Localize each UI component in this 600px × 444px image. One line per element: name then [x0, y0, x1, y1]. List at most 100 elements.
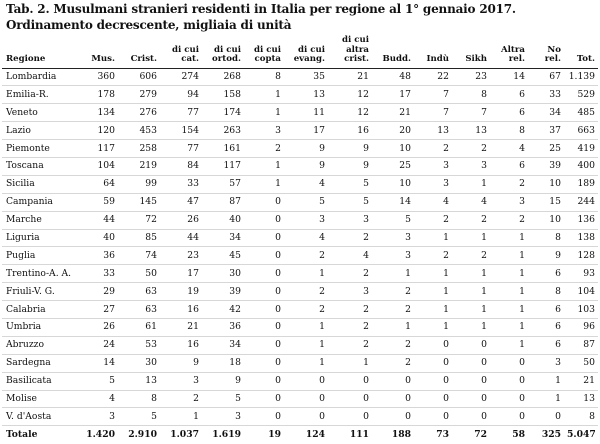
value-cell: 33 — [528, 85, 564, 105]
value-cell: 2 — [284, 282, 328, 302]
value-cell: 5 — [328, 193, 372, 212]
value-cell: 0 — [414, 407, 452, 427]
region-cell: Lazio — [2, 121, 76, 141]
value-cell: 17 — [372, 85, 414, 105]
value-cell: 0 — [244, 193, 284, 212]
value-cell: 0 — [490, 390, 528, 409]
region-cell: Emilia-R. — [2, 85, 76, 105]
value-cell: 63 — [118, 300, 160, 319]
column-header: di cui cat. — [160, 36, 202, 69]
totals-cell: 19 — [244, 425, 284, 444]
value-cell: 50 — [118, 264, 160, 284]
value-cell: 178 — [76, 85, 118, 105]
region-cell: Toscana — [2, 157, 76, 176]
value-cell: 2 — [160, 390, 202, 409]
value-cell: 0 — [414, 372, 452, 391]
value-cell: 4 — [76, 390, 118, 409]
table-row: V. d'Aosta 3 5 1 3 0 0 0 0 0 0 0 0 8 — [2, 407, 598, 427]
value-cell: 453 — [118, 121, 160, 141]
value-cell: 2 — [328, 264, 372, 284]
value-cell: 0 — [328, 372, 372, 391]
value-cell: 13 — [284, 85, 328, 105]
region-cell: Sicilia — [2, 175, 76, 194]
value-cell: 0 — [414, 390, 452, 409]
region-cell: Sardegna — [2, 354, 76, 373]
value-cell: 0 — [244, 390, 284, 409]
value-cell: 42 — [202, 300, 244, 319]
value-cell: 77 — [160, 139, 202, 158]
value-cell: 158 — [202, 85, 244, 105]
totals-row: Totale 1.420 2.910 1.037 1.619 19 124 11… — [2, 425, 598, 444]
value-cell: 1 — [490, 336, 528, 355]
value-cell: 1 — [452, 264, 490, 284]
region-cell: Friuli-V. G. — [2, 282, 76, 302]
value-cell: 6 — [528, 318, 564, 337]
value-cell: 3 — [202, 407, 244, 427]
value-cell: 2 — [490, 211, 528, 230]
value-cell: 39 — [528, 157, 564, 176]
value-cell: 29 — [76, 282, 118, 302]
column-header: Altra rel. — [490, 36, 528, 69]
value-cell: 3 — [528, 354, 564, 373]
value-cell: 2 — [284, 246, 328, 266]
value-cell: 17 — [160, 264, 202, 284]
value-cell: 12 — [328, 103, 372, 123]
table-row: Lazio 120 453 154 263 3 17 16 20 13 13 8 37 663 — [2, 121, 598, 141]
value-cell: 16 — [160, 300, 202, 319]
value-cell: 1 — [528, 372, 564, 391]
totals-cell: 1.037 — [160, 425, 202, 444]
data-table: Regione Mus. Crist. di cui cat. di cui o… — [2, 35, 598, 444]
value-cell: 1 — [490, 282, 528, 302]
totals-cell: 111 — [328, 425, 372, 444]
table-row: Campania 59 145 47 87 0 5 5 14 4 4 3 15 244 — [2, 193, 598, 212]
value-cell: 268 — [202, 68, 244, 87]
value-cell: 4 — [490, 139, 528, 158]
value-cell: 0 — [490, 354, 528, 373]
value-cell: 174 — [202, 103, 244, 123]
value-cell: 8 — [244, 68, 284, 87]
value-cell: 0 — [244, 318, 284, 337]
value-cell: 663 — [564, 121, 598, 141]
region-cell: Veneto — [2, 103, 76, 123]
value-cell: 3 — [490, 193, 528, 212]
value-cell: 244 — [564, 193, 598, 212]
value-cell: 34 — [202, 229, 244, 248]
value-cell: 6 — [490, 85, 528, 105]
value-cell: 23 — [452, 68, 490, 87]
value-cell: 53 — [118, 336, 160, 355]
table-row: Basilicata 5 13 3 9 0 0 0 0 0 0 0 1 21 — [2, 372, 598, 391]
value-cell: 0 — [490, 372, 528, 391]
value-cell: 0 — [372, 372, 414, 391]
value-cell: 2 — [244, 139, 284, 158]
value-cell: 0 — [284, 390, 328, 409]
value-cell: 0 — [328, 407, 372, 427]
region-cell: Campania — [2, 193, 76, 212]
value-cell: 34 — [528, 103, 564, 123]
value-cell: 1 — [414, 282, 452, 302]
value-cell: 10 — [372, 175, 414, 194]
value-cell: 10 — [528, 211, 564, 230]
value-cell: 606 — [118, 68, 160, 87]
totals-cell: 58 — [490, 425, 528, 444]
value-cell: 87 — [202, 193, 244, 212]
table-title: Tab. 2. Musulmani stranieri residenti in… — [6, 2, 516, 32]
value-cell: 104 — [564, 282, 598, 302]
value-cell: 117 — [76, 139, 118, 158]
value-cell: 0 — [414, 336, 452, 355]
value-cell: 145 — [118, 193, 160, 212]
value-cell: 1 — [414, 229, 452, 248]
region-cell: Umbria — [2, 318, 76, 337]
value-cell: 13 — [118, 372, 160, 391]
value-cell: 8 — [528, 282, 564, 302]
value-cell: 18 — [202, 354, 244, 373]
value-cell: 19 — [160, 282, 202, 302]
value-cell: 87 — [564, 336, 598, 355]
table-row: Emilia-R. 178 279 94 158 1 13 12 17 7 8 6 33 529 — [2, 85, 598, 105]
value-cell: 529 — [564, 85, 598, 105]
value-cell: 85 — [118, 229, 160, 248]
value-cell: 4 — [452, 193, 490, 212]
value-cell: 14 — [76, 354, 118, 373]
value-cell: 9 — [528, 246, 564, 266]
value-cell: 25 — [528, 139, 564, 158]
value-cell: 1 — [414, 264, 452, 284]
